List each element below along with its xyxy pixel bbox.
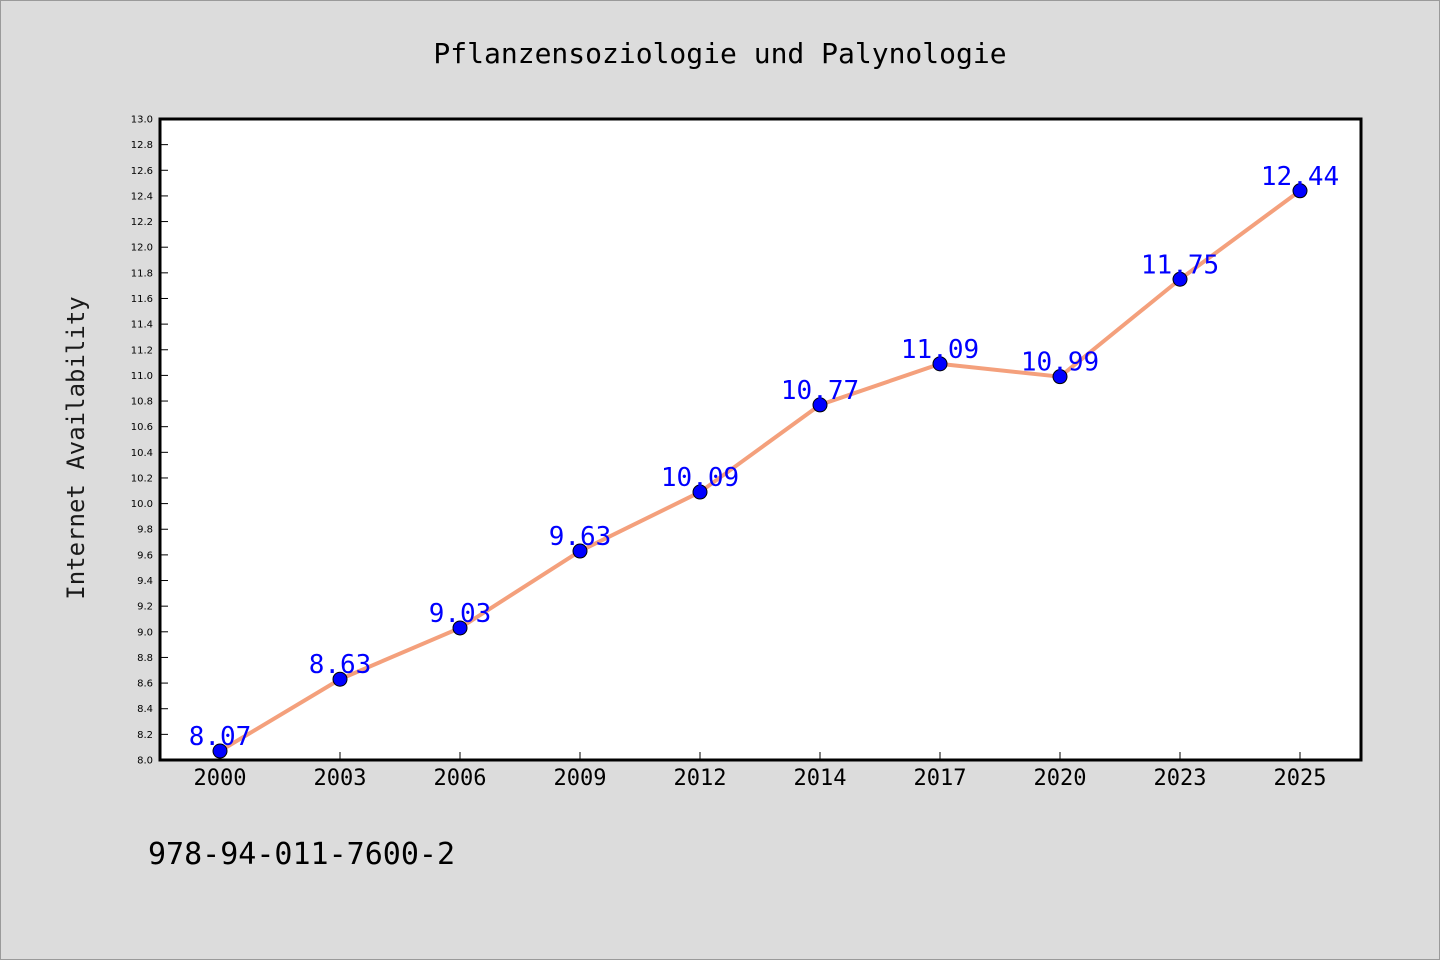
x-tick-label: 2017 [914, 766, 967, 791]
y-tick-label: 12.6 [131, 166, 153, 177]
footer-isbn: 978-94-011-7600-2 [148, 837, 455, 872]
y-axis-label: Internet Availability [62, 296, 90, 599]
data-label: 9.03 [429, 599, 492, 629]
y-tick-label: 12.2 [131, 217, 153, 228]
y-tick-label: 11.2 [131, 345, 153, 356]
y-tick-label: 9.4 [137, 576, 153, 587]
y-tick-label: 12.8 [131, 140, 153, 151]
data-label: 8.07 [189, 722, 252, 752]
x-tick-label: 2014 [794, 766, 847, 791]
x-tick-label: 2023 [1154, 766, 1207, 791]
y-tick-label: 12.4 [131, 191, 153, 202]
y-tick-label: 11.4 [131, 320, 153, 331]
y-tick-label: 12.0 [131, 243, 153, 254]
y-tick-label: 11.8 [131, 268, 153, 279]
y-tick-label: 10.4 [131, 448, 153, 459]
data-point [332, 671, 348, 687]
x-tick-label: 2025 [1274, 766, 1327, 791]
data-label: 12.44 [1261, 162, 1339, 192]
data-point [692, 484, 708, 500]
series-line [218, 188, 1302, 754]
y-tick-label: 10.8 [131, 397, 153, 408]
series-markers [212, 183, 1308, 759]
y-tick-label: 11.6 [131, 294, 153, 305]
data-label: 10.09 [661, 463, 739, 493]
data-point [572, 543, 588, 559]
y-tick-label: 8.8 [137, 653, 153, 664]
data-point [932, 356, 948, 372]
y-tick-label: 10.6 [131, 422, 153, 433]
data-point [212, 743, 228, 759]
y-tick-label: 13.0 [131, 115, 153, 126]
y-tick-label: 9.2 [137, 602, 153, 613]
y-tick-label: 8.2 [137, 730, 153, 741]
y-tick-label: 10.0 [131, 499, 153, 510]
x-tick-label: 2009 [554, 766, 607, 791]
data-label: 9.63 [549, 522, 612, 552]
data-point [452, 620, 468, 636]
y-tick-label: 9.6 [137, 550, 153, 561]
data-labels: 8.07 8.63 9.03 9.63 10.09 10.77 11.09 10.99 11.7… [189, 162, 1339, 752]
x-axis-ticks: 2000 2003 2006 2009 2012 2014 2017 2020 2023 2025 [194, 752, 1327, 791]
data-label: 8.63 [309, 650, 372, 680]
chart-title: Pflanzensoziologie und Palynologie [433, 37, 1006, 70]
y-axis-ticks: 8.0 8.2 8.4 8.6 8.8 9.0 9.2 9.4 9.6 9.8 10.0 10.2 10… [131, 115, 168, 767]
data-point [1172, 271, 1188, 287]
plot-area [160, 119, 1361, 760]
data-point [1052, 369, 1068, 385]
y-tick-label: 8.6 [137, 679, 153, 690]
y-tick-label: 9.0 [137, 627, 153, 638]
data-label: 10.77 [781, 376, 859, 406]
y-tick-label: 11.0 [131, 371, 153, 382]
x-tick-label: 2012 [674, 766, 727, 791]
data-label: 11.09 [901, 335, 979, 365]
x-tick-label: 2020 [1034, 766, 1087, 791]
y-tick-label: 8.0 [137, 756, 153, 767]
data-label: 11.75 [1141, 250, 1219, 280]
data-label: 10.99 [1021, 348, 1099, 378]
y-tick-label: 9.8 [137, 525, 153, 536]
x-tick-label: 2003 [314, 766, 367, 791]
y-tick-label: 10.2 [131, 473, 153, 484]
y-tick-label: 8.4 [137, 704, 153, 715]
data-point [1292, 183, 1308, 199]
x-tick-label: 2000 [194, 766, 247, 791]
x-tick-label: 2006 [434, 766, 487, 791]
plot-border [158, 117, 1363, 762]
data-point [812, 397, 828, 413]
